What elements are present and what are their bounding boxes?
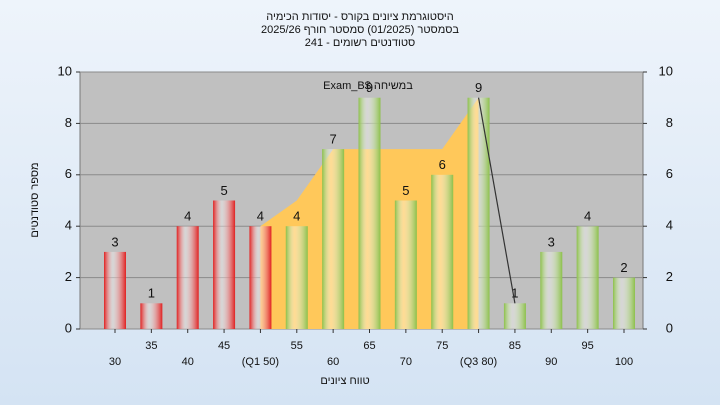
chart-title: סטודנטים רשומים - 241 — [305, 37, 416, 49]
bar-value-label: 9 — [475, 80, 482, 95]
bar — [358, 97, 381, 329]
bar-value-label: 5 — [402, 183, 409, 198]
x-tick-label: 55 — [291, 340, 303, 352]
x-tick-label: 45 — [218, 340, 230, 352]
x-tick-label: 60 — [327, 356, 339, 368]
bar — [503, 303, 526, 329]
line — [477, 97, 516, 304]
y2-tick-label: 4 — [666, 218, 673, 233]
x-tick-label: (Q3 80) — [460, 356, 497, 368]
bar-value-label: 3 — [111, 234, 118, 249]
bar-value-label: 5 — [220, 183, 227, 198]
chart-title: בסמסטר (01/2025) סמסטר חורף 2025/26 — [261, 24, 459, 36]
y-tick-label: 4 — [65, 218, 72, 233]
bar — [540, 251, 563, 329]
x-tick-label: 65 — [363, 340, 375, 352]
x-tick-label: 75 — [436, 340, 448, 352]
chart-title: היסטוגרמת ציונים בקורס - יסודות הכימיה — [266, 11, 454, 23]
y-tick-label: 2 — [65, 269, 72, 284]
bar — [285, 226, 308, 329]
bar — [394, 200, 417, 329]
y-axis-label: מספר סטודנטים — [29, 162, 41, 237]
x-tick-label: (Q1 50) — [242, 356, 279, 368]
y-tick-label: 10 — [58, 63, 72, 78]
x-tick-label: 85 — [509, 340, 521, 352]
x-tick-label: 95 — [582, 340, 594, 352]
bar-value-label: 4 — [184, 209, 191, 224]
y-tick-label: 6 — [65, 166, 72, 181]
bar — [576, 226, 599, 329]
y2-tick-label: 0 — [666, 320, 673, 335]
bar-value-label: 1 — [511, 286, 518, 301]
bar-value-label: 4 — [584, 209, 591, 224]
bar — [467, 97, 490, 329]
bar — [140, 303, 163, 329]
x-tick-label: 30 — [109, 356, 121, 368]
bar-value-label: 3 — [548, 234, 555, 249]
bar-value-label: 1 — [148, 286, 155, 301]
y2-tick-label: 6 — [666, 166, 673, 181]
bar-value-label: 4 — [293, 209, 300, 224]
annotation: Exam_B$ במשיחה — [323, 80, 413, 92]
y-tick-label: 0 — [65, 320, 72, 335]
bar — [213, 200, 236, 329]
x-axis-label: טווח ציונים — [320, 375, 369, 387]
x-tick-label: 90 — [545, 356, 557, 368]
bar — [431, 174, 454, 329]
bar-value-label: 4 — [257, 209, 264, 224]
bar — [104, 251, 126, 329]
bar-value-label: 9 — [366, 80, 373, 95]
x-tick-label: 40 — [182, 356, 194, 368]
bar-value-label: 6 — [439, 157, 446, 172]
bar — [613, 277, 635, 329]
y2-tick-label: 8 — [666, 115, 673, 130]
x-tick-label: 35 — [145, 340, 157, 352]
bar — [322, 149, 345, 329]
x-tick-label: 100 — [615, 356, 633, 368]
y-tick-label: 8 — [65, 115, 72, 130]
bar — [249, 226, 272, 329]
y2-tick-label: 2 — [666, 269, 673, 284]
y2-tick-label: 10 — [659, 63, 673, 78]
x-tick-label: 70 — [400, 356, 412, 368]
bar — [176, 226, 199, 329]
bar-value-label: 2 — [620, 260, 627, 275]
bar-value-label: 7 — [330, 132, 337, 147]
